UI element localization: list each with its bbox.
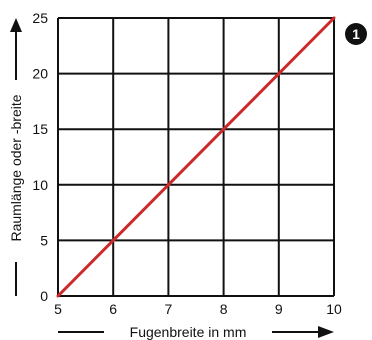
x-tick-label: 6 [109,301,117,317]
y-tick-label: 25 [32,10,48,26]
step-badge-number: 1 [352,26,360,42]
y-tick-label: 0 [40,288,48,304]
series-line-0 [56,16,336,298]
x-tick-label: 7 [165,301,173,317]
y-tick-label: 5 [40,232,48,248]
series-layer [56,16,336,298]
step-badge-circle [345,23,367,45]
x-axis-title: Fugenbreite in mm [130,324,247,340]
x-tick-label: 10 [326,301,342,317]
y-tick-label: 10 [32,177,48,193]
x-axis-arrow-head [318,326,334,338]
y-axis-title: Raumlänge oder -breite [8,94,24,241]
x-tick-label: 8 [220,301,228,317]
x-tick-label: 9 [275,301,283,317]
grid [57,17,335,297]
y-tick-label: 15 [32,121,48,137]
y-tick-label: 20 [32,66,48,82]
x-tick-label: 5 [54,301,62,317]
y-tick-labels: 0 5 10 15 20 25 [32,10,48,304]
y-axis-title-group: Raumlänge oder -breite [8,18,24,296]
x-axis-title-group: Fugenbreite in mm [58,324,334,340]
y-axis-arrow-head [10,18,22,32]
step-badge: 1 [345,23,367,45]
x-tick-labels: 5 6 7 8 9 10 [54,301,342,317]
